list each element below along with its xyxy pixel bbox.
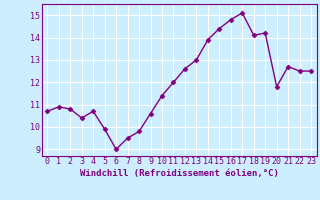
X-axis label: Windchill (Refroidissement éolien,°C): Windchill (Refroidissement éolien,°C)	[80, 169, 279, 178]
